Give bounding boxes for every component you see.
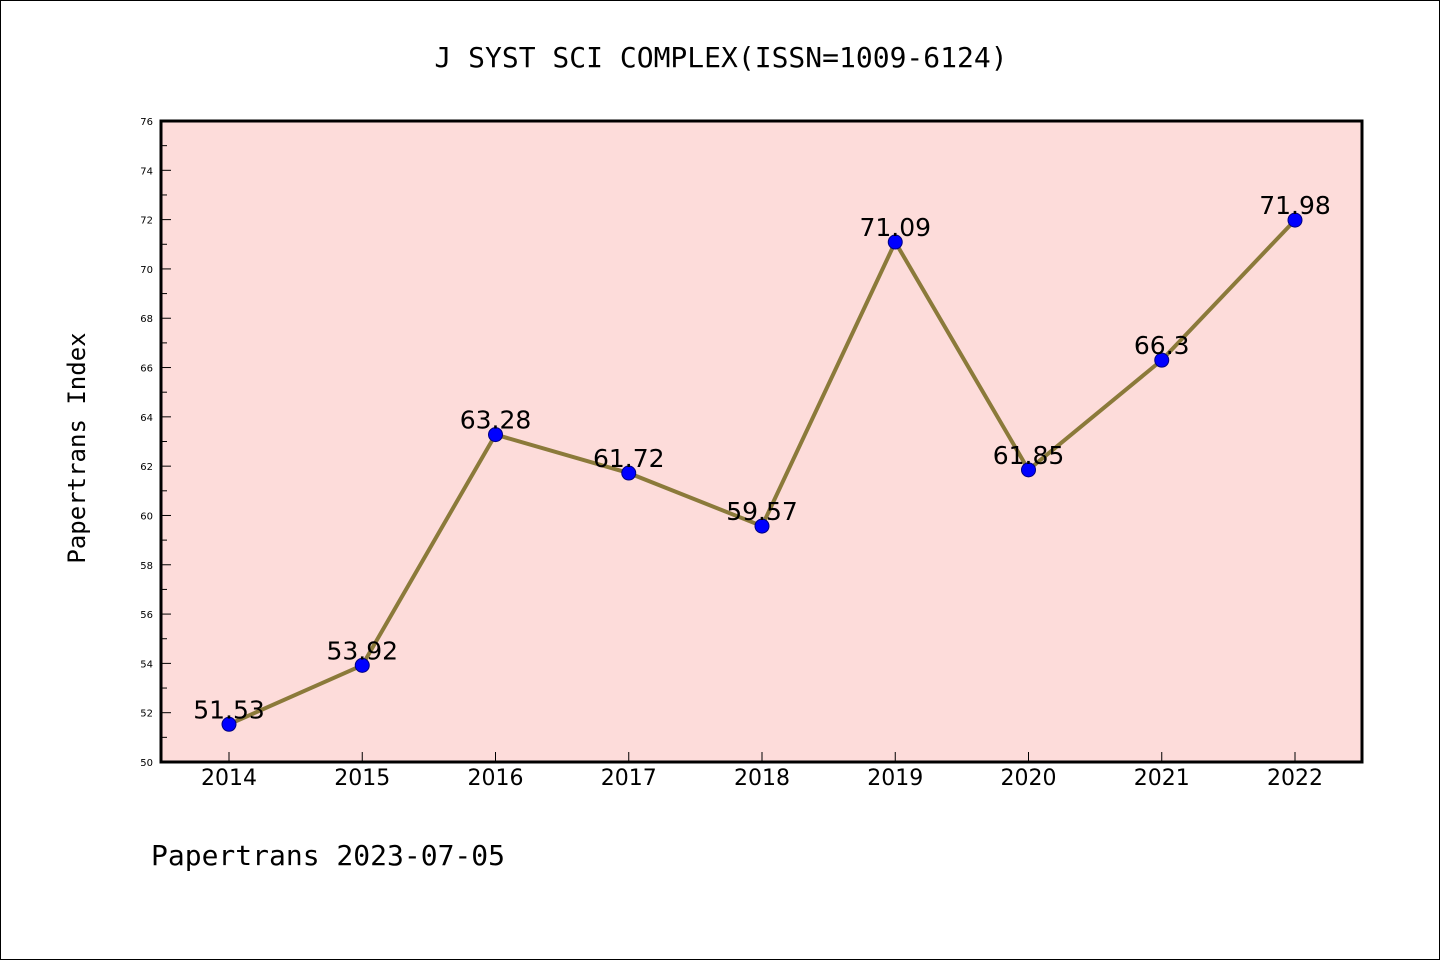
series-layer [221,212,1303,732]
data-point [887,234,903,250]
data-label: 61.72 [593,444,665,473]
data-point [1287,212,1303,228]
y-tick-label: 62 [140,462,153,473]
chart-title: J SYST SCI COMPLEX(ISSN=1009-6124) [434,41,1007,74]
data-label: 71.09 [859,213,931,242]
y-tick-label: 50 [140,758,153,769]
data-label: 59.57 [726,497,798,526]
y-tick-label: 58 [140,561,153,572]
y-tick-label: 56 [140,610,153,621]
data-point [488,427,503,443]
data-label: 51.53 [193,695,265,724]
y-tick-label: 52 [140,709,153,720]
data-label: 66.3 [1134,331,1190,360]
y-tick-label: 70 [140,265,153,276]
data-label: 53.92 [326,636,398,665]
y-tick-label: 72 [140,216,153,227]
plot-frame [159,119,1364,764]
data-label: 63.28 [460,406,532,435]
data-point [354,657,370,673]
data-label: 61.85 [993,441,1065,470]
x-tick-label: 2020 [1001,766,1057,791]
data-point [1021,462,1036,478]
data-point [1154,352,1170,368]
x-tick-label: 2018 [734,766,790,791]
plot-area [161,121,1362,762]
y-tick-label: 76 [140,117,153,128]
footer-credit: Papertrans 2023-07-05 [151,839,505,872]
data-label: 71.98 [1259,191,1331,220]
x-tick-label: 2017 [601,766,657,791]
y-tick-label: 60 [140,511,153,522]
y-axis-label: Papertrans Index [63,332,91,563]
y-tick-label: 64 [140,413,153,424]
x-tick-label: 2014 [201,766,257,791]
x-tick-label: 2015 [334,766,390,791]
y-tick-label: 68 [140,314,153,325]
y-axis-ticks: 50 52 54 56 58 60 62 64 66 68 70 72 74 76 [140,117,171,769]
x-tick-label: 2019 [867,766,923,791]
y-tick-label: 74 [140,166,153,177]
y-tick-label: 54 [140,659,153,670]
data-point [754,518,770,534]
x-tick-label: 2021 [1134,766,1190,791]
x-axis-ticks: 2014 2015 2016 2017 2018 2019 2020 2021 2022 [201,752,1323,791]
y-tick-label: 66 [140,364,153,375]
x-tick-label: 2016 [468,766,524,791]
x-tick-label: 2022 [1267,766,1323,791]
data-point [221,716,237,732]
data-labels-layer: 51.53 53.92 63.28 61.72 59.57 71.09 61.85 66.3 7… [193,191,1331,724]
data-point [621,465,637,481]
